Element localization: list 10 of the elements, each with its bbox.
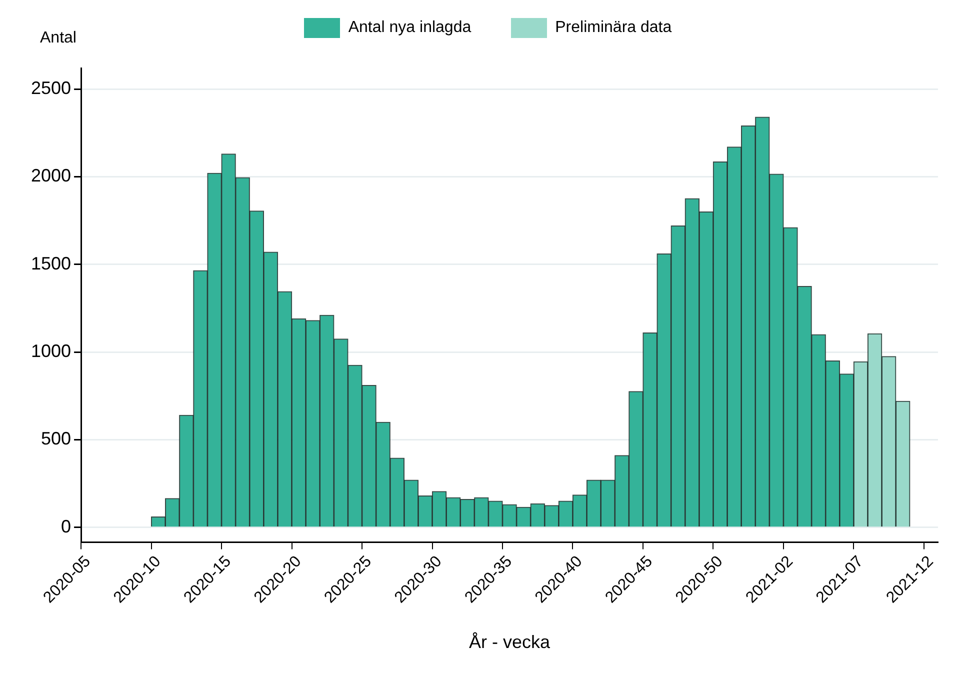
legend-label: Preliminära data bbox=[555, 19, 672, 37]
y-tick-label: 2000 bbox=[30, 166, 72, 186]
y-axis-title: Antal bbox=[40, 29, 76, 46]
x-axis-title: År - vecka bbox=[469, 632, 552, 652]
y-tick-label: 2500 bbox=[30, 78, 72, 98]
y-tick-label: 1000 bbox=[30, 341, 72, 362]
legend-label: Antal nya inlagda bbox=[348, 19, 472, 37]
y-tick-label: 0 bbox=[61, 516, 72, 536]
y-tick-label: 1500 bbox=[30, 253, 72, 274]
y-tick-label: 500 bbox=[40, 428, 72, 449]
